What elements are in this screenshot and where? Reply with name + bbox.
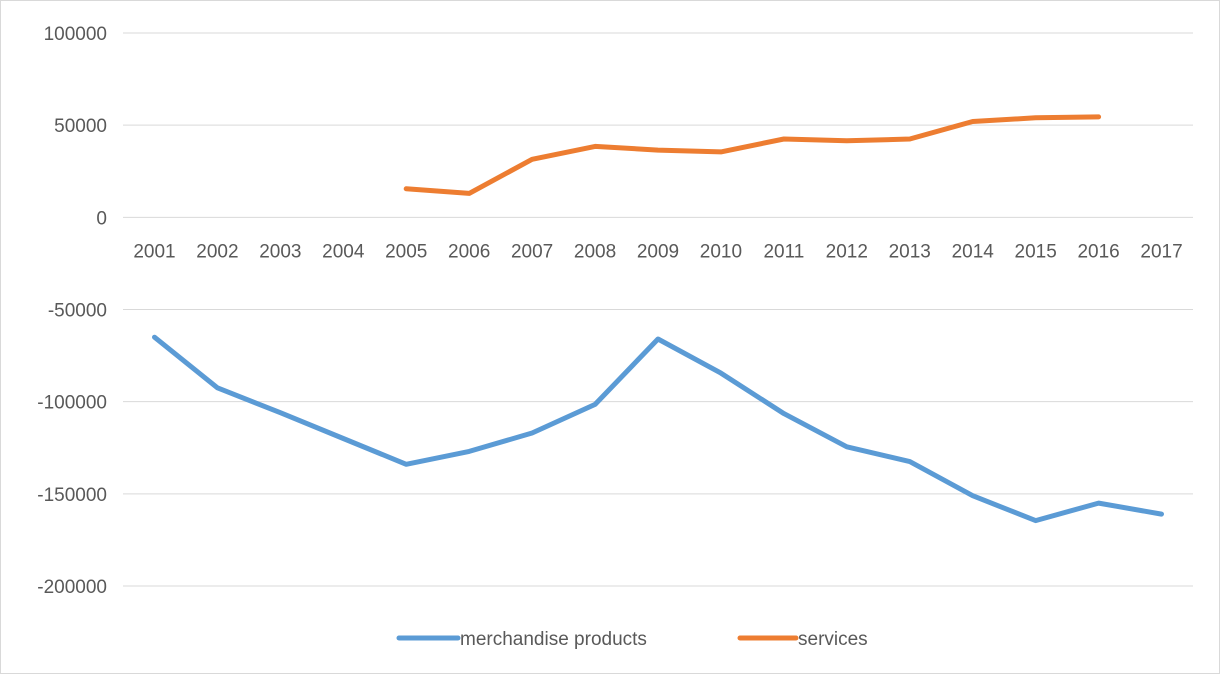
x-tick-label: 2004 [322, 241, 365, 262]
legend: merchandise products services [396, 629, 868, 650]
x-tick-label: 2012 [826, 241, 868, 262]
gridlines [123, 32, 1193, 587]
y-tick-label: 50000 [54, 116, 107, 137]
y-axis-tick-labels: 100000 50000 0 -50000 -100000 -150000 -200000 [37, 24, 107, 598]
x-tick-label: 2011 [763, 241, 804, 262]
y-tick-label: -50000 [48, 301, 107, 322]
x-tick-label: 2016 [1077, 241, 1119, 262]
y-tick-label: -200000 [37, 577, 107, 598]
x-tick-label: 2003 [259, 241, 301, 262]
x-tick-label: 2015 [1015, 241, 1057, 262]
x-tick-label: 2006 [448, 241, 490, 262]
x-tick-label: 2002 [196, 241, 238, 262]
series-lines [152, 114, 1164, 524]
x-tick-label: 2005 [385, 241, 427, 262]
y-tick-label: 100000 [44, 24, 107, 45]
x-tick-label: 2013 [889, 241, 931, 262]
y-tick-label: -100000 [37, 393, 107, 414]
x-tick-label: 2017 [1140, 241, 1182, 262]
series-line-merchandise-products [152, 334, 1164, 524]
x-tick-label: 2014 [952, 241, 995, 262]
x-tick-label: 2009 [637, 241, 679, 262]
x-tick-label: 2008 [574, 241, 616, 262]
x-tick-label: 2001 [133, 241, 175, 262]
y-tick-label: 0 [96, 208, 107, 229]
x-tick-label: 2007 [511, 241, 553, 262]
legend-label: services [798, 629, 868, 650]
x-tick-label: 2010 [700, 241, 742, 262]
x-axis-tick-labels: 2001 2002 2003 2004 2005 2006 2007 2008 2009 2010… [133, 241, 1182, 262]
y-tick-label: -150000 [37, 485, 107, 506]
legend-label: merchandise products [460, 629, 647, 650]
series-line-services [403, 114, 1102, 196]
